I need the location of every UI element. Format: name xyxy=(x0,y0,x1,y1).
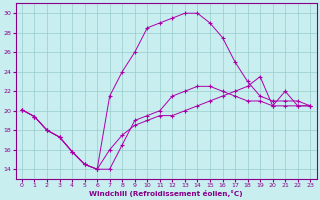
X-axis label: Windchill (Refroidissement éolien,°C): Windchill (Refroidissement éolien,°C) xyxy=(89,190,243,197)
